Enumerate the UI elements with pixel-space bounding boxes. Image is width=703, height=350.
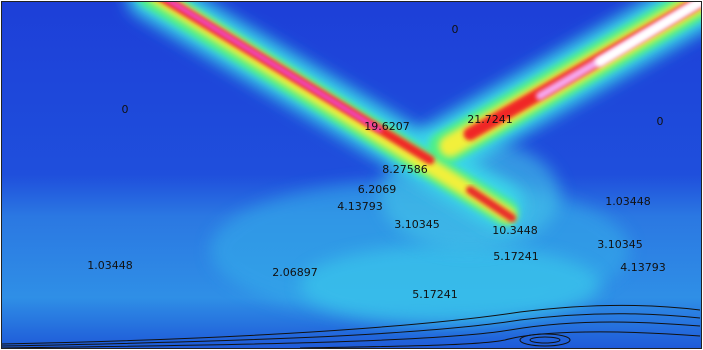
contour-label: 3.10345 — [394, 218, 440, 231]
contour-label: 4.13793 — [337, 200, 383, 213]
contour-label: 19.6207 — [364, 120, 410, 133]
contour-label: 5.17241 — [412, 288, 458, 301]
contour-label: 6.2069 — [358, 183, 397, 196]
streamlines — [2, 304, 701, 348]
contour-label: 21.7241 — [467, 113, 513, 126]
contour-label: 3.10345 — [597, 238, 643, 251]
contour-label: 0 — [452, 23, 459, 36]
contour-label: 1.03448 — [87, 259, 133, 272]
contour-label: 8.27586 — [382, 163, 428, 176]
contour-label: 0 — [122, 103, 129, 116]
contour-label: 0 — [657, 115, 664, 128]
contour-label: 10.3448 — [492, 224, 538, 237]
contour-label: 4.13793 — [620, 261, 666, 274]
contour-label: 1.03448 — [605, 195, 651, 208]
contour-label: 5.17241 — [493, 250, 539, 263]
contour-label: 2.06897 — [272, 266, 318, 279]
